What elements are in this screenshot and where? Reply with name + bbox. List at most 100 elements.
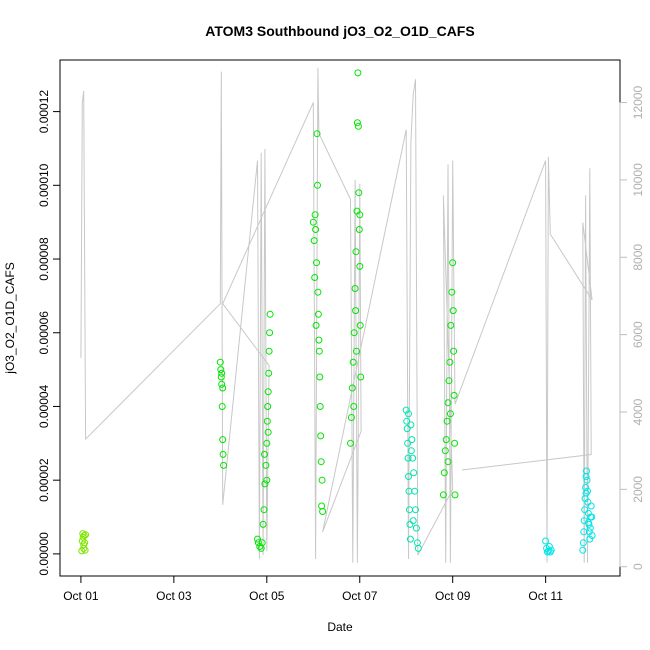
- data-point-s1-43: [317, 458, 325, 466]
- data-point-s1-87: [444, 458, 452, 466]
- data-point-s2-19: [409, 517, 417, 525]
- data-point-s1-36: [314, 181, 321, 189]
- data-point-s1-66: [353, 347, 360, 355]
- altitude-trace-line: [80, 67, 593, 563]
- x-tick-label-2: Oct 05: [249, 589, 285, 603]
- data-point-s2-10: [407, 421, 415, 429]
- y-tick-label-0: 0.00000: [37, 532, 51, 576]
- data-point-s1-19: [263, 439, 271, 447]
- altitude-trace-layer: [80, 67, 593, 563]
- data-point-s3-8: [579, 539, 587, 547]
- data-point-s2-4: [404, 454, 412, 462]
- data-point-s2-9: [406, 535, 414, 543]
- data-point-s3-25: [587, 502, 595, 510]
- data-point-s0-9: [80, 544, 88, 552]
- y-right-tick-label-5: 10000: [631, 163, 645, 197]
- data-point-s1-77: [446, 358, 454, 366]
- data-point-s1-52: [348, 384, 356, 392]
- data-point-s2-14: [411, 487, 419, 495]
- data-point-s1-2: [217, 373, 225, 381]
- data-point-s1-20: [263, 417, 271, 425]
- data-point-s1-79: [448, 288, 456, 296]
- data-point-s1-38: [314, 310, 322, 318]
- data-point-s1-6: [219, 450, 227, 458]
- data-point-s1-61: [355, 189, 363, 197]
- chart-title: ATOM3 Southbound jO3_O2_O1D_CAFS: [205, 23, 474, 39]
- data-point-s1-23: [265, 369, 273, 377]
- data-point-s3-15: [583, 467, 590, 475]
- y-axis-left: 0.00000 0.00002 0.00004 0.00006 0.00008 0.000…: [37, 90, 60, 576]
- data-point-s2-1: [403, 417, 411, 425]
- data-point-s3-6: [547, 546, 555, 554]
- data-point-s1-22: [264, 388, 272, 396]
- data-point-s1-21: [264, 403, 272, 410]
- data-point-s1-72: [441, 447, 449, 455]
- data-point-s1-65: [357, 373, 365, 381]
- data-point-s2-13: [410, 469, 418, 477]
- x-axis: Oct 01 Oct 03 Oct 05 Oct 07 Oct 09 Oct 11: [63, 575, 563, 603]
- data-point-s3-29: [584, 519, 592, 527]
- data-point-s1-40: [316, 373, 324, 381]
- data-point-s1-63: [356, 262, 364, 270]
- data-point-s1-45: [319, 508, 327, 515]
- data-point-s3-17: [584, 487, 591, 495]
- data-point-s1-70: [439, 491, 447, 499]
- data-point-s1-31: [310, 237, 318, 245]
- data-point-s1-55: [351, 285, 359, 292]
- data-point-s1-8: [218, 369, 226, 377]
- data-point-s1-73: [442, 436, 450, 444]
- data-point-s1-18: [262, 461, 270, 469]
- data-point-s1-58: [353, 119, 361, 127]
- data-point-s1-51: [347, 414, 355, 421]
- x-tick-label-5: Oct 11: [528, 589, 563, 603]
- data-point-s1-56: [352, 248, 360, 256]
- y-tick-label-3: 0.00006: [37, 311, 51, 355]
- data-point-s3-22: [586, 535, 594, 543]
- data-point-s1-24: [265, 347, 273, 355]
- data-point-s1-39: [315, 336, 323, 344]
- data-points-layer: [78, 69, 596, 556]
- y-axis-right: 0 2000 4000 6000 8000 10000 12000: [619, 86, 645, 570]
- data-point-s1-34: [313, 259, 320, 267]
- data-point-s1-41: [316, 403, 324, 410]
- data-point-s1-64: [356, 321, 364, 329]
- data-point-s1-7: [220, 461, 228, 469]
- data-point-s2-3: [404, 439, 412, 447]
- data-point-s1-47: [311, 274, 319, 281]
- data-point-s1-42: [317, 432, 325, 440]
- data-point-s1-17: [261, 480, 269, 488]
- data-point-s3-0: [542, 537, 550, 545]
- data-point-s3-10: [580, 517, 588, 525]
- data-point-s2-8: [406, 520, 414, 528]
- data-point-s1-35: [313, 130, 321, 138]
- data-point-s2-18: [414, 544, 422, 552]
- data-point-s0-5: [80, 532, 88, 539]
- data-point-s3-11: [581, 506, 589, 514]
- data-point-s1-83: [450, 391, 458, 399]
- data-point-s1-50: [347, 439, 354, 447]
- data-point-s1-86: [446, 410, 454, 418]
- x-tick-label-3: Oct 07: [342, 589, 378, 603]
- data-point-s1-68: [356, 211, 364, 219]
- y-right-tick-label-1: 2000: [631, 476, 645, 503]
- data-point-s1-27: [261, 450, 268, 458]
- data-point-s1-60: [354, 122, 362, 130]
- y-tick-label-1: 0.00002: [37, 458, 51, 502]
- data-point-s2-21: [407, 447, 415, 455]
- data-point-s1-76: [445, 377, 453, 385]
- data-point-s1-74: [443, 417, 451, 425]
- y-tick-label-2: 0.00004: [37, 384, 51, 428]
- data-point-s1-71: [440, 469, 448, 477]
- y-axis-label: jO3_O2_O1D_CAFS: [3, 262, 17, 374]
- data-point-s2-2: [403, 425, 411, 433]
- data-point-s0-8: [82, 531, 90, 539]
- data-point-s1-82: [450, 347, 458, 355]
- data-point-s1-11: [254, 539, 262, 547]
- data-point-s3-16: [583, 476, 591, 484]
- data-point-s2-0: [402, 406, 410, 414]
- x-tick-label-0: Oct 01: [63, 589, 99, 603]
- data-point-s1-9: [219, 384, 227, 392]
- data-point-s0-7: [81, 546, 89, 554]
- data-point-s2-16: [412, 524, 420, 532]
